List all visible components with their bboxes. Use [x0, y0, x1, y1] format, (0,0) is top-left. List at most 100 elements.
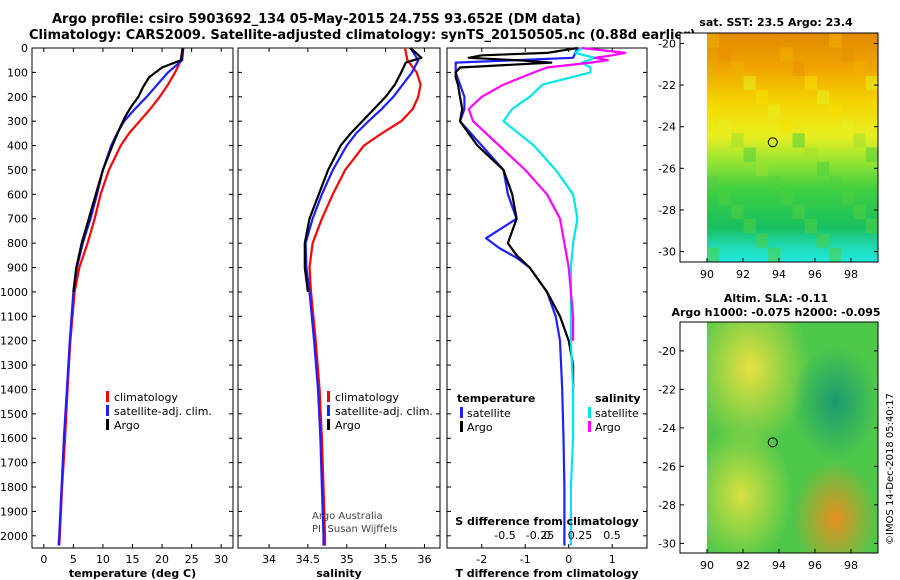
depth-tick-label: 1100	[0, 310, 28, 323]
sst-pixel	[829, 33, 842, 48]
depth-tick-label: 1300	[0, 359, 28, 372]
annotation-text: PI: Susan Wijffels	[312, 524, 397, 535]
x-tick-label: 0	[40, 553, 47, 566]
legend-label: satellite-adj. clim.	[114, 405, 212, 418]
x-axis-label-top: S difference from climatology	[455, 515, 639, 528]
map-x-tick-label: 94	[772, 268, 786, 281]
sst-pixel	[780, 190, 793, 205]
sst-pixel	[707, 176, 720, 191]
x-axis-label: temperature (deg C)	[69, 567, 196, 580]
title-line-1: Argo profile: csiro 5903692_134 05-May-2…	[52, 12, 581, 27]
legend-label: satellite	[595, 407, 639, 420]
legend-label: climatology	[114, 391, 178, 404]
map-y-tick-label: -22	[658, 383, 676, 396]
depth-tick-label: 1600	[0, 432, 28, 445]
x-tick-label: 35	[340, 553, 354, 566]
sst-pixel	[865, 147, 878, 162]
top-tick-label: 0.25	[568, 529, 593, 542]
map-x-tick-label: 94	[772, 559, 786, 572]
depth-tick-label: 900	[7, 262, 28, 275]
sst-pixel	[768, 247, 781, 262]
x-tick-label: 34	[262, 553, 276, 566]
sst-pixel	[743, 75, 756, 91]
x-axis-label: salinity	[316, 567, 362, 580]
series-line-satellite-adj-clim-	[304, 47, 420, 546]
map-y-tick-label: -22	[658, 79, 676, 92]
depth-tick-label: 100	[7, 66, 28, 79]
legend-label: satellite-adj. clim.	[335, 405, 433, 418]
sst-pixel	[816, 233, 830, 248]
map-x-tick-label: 90	[700, 268, 714, 281]
legend-swatch	[106, 391, 109, 402]
depth-tick-label: 1200	[0, 335, 28, 348]
legend-label: climatology	[335, 391, 399, 404]
depth-tick-label: 700	[7, 213, 28, 226]
sst-pixel	[768, 104, 781, 119]
legend-swatch	[327, 391, 330, 402]
sst-pixel	[865, 75, 878, 91]
sla-feature	[707, 322, 878, 553]
x-tick-label: 10	[96, 553, 110, 566]
map-y-tick-label: -20	[658, 37, 676, 50]
sst-pixel	[731, 204, 744, 220]
sst-pixel	[707, 104, 720, 119]
legend-swatch	[588, 421, 591, 432]
map-x-tick-label: 92	[736, 559, 750, 572]
series-line-salinity-argo	[467, 46, 627, 341]
series-line-argo	[72, 47, 184, 293]
legend-swatch	[327, 419, 330, 430]
legend-swatch	[327, 405, 330, 416]
depth-tick-label: 2000	[0, 530, 28, 543]
x-tick-label: 36	[417, 553, 431, 566]
plot-frame-differences	[446, 47, 648, 549]
map-x-tick-label: 98	[844, 268, 858, 281]
top-tick-label: 0	[544, 529, 551, 542]
depth-tick-label: 1700	[0, 457, 28, 470]
x-tick-label: 5	[70, 553, 77, 566]
sst-pixel	[780, 47, 793, 62]
series-line-climatology	[58, 47, 184, 546]
series-line-salinity-satellite	[502, 47, 596, 546]
map-x-tick-label: 96	[808, 559, 822, 572]
x-tick-label: 20	[155, 553, 169, 566]
depth-tick-label: 1500	[0, 408, 28, 421]
series-line-climatology	[308, 47, 422, 546]
sst-pixel	[707, 247, 720, 262]
map-x-tick-label: 92	[736, 268, 750, 281]
plot-frame-salinity	[237, 47, 441, 549]
x-tick-label: 25	[185, 553, 199, 566]
sst-pixel	[719, 190, 732, 205]
sst-pixel	[792, 204, 805, 220]
sst-pixel	[719, 47, 732, 62]
sst-pixel	[816, 90, 830, 105]
x-tick-label: 1	[609, 553, 616, 566]
x-tick-label: 15	[126, 553, 140, 566]
sst-pixel	[743, 219, 756, 234]
legend-label: Argo	[595, 421, 621, 434]
top-tick-label: 0.5	[603, 529, 621, 542]
x-tick-label: 34.5	[296, 553, 321, 566]
sst-pixel	[755, 90, 769, 105]
depth-tick-label: 1800	[0, 481, 28, 494]
sla-map-title-2: Argo h1000: -0.075 h2000: -0.095	[671, 306, 880, 319]
x-tick-label: 0	[565, 553, 572, 566]
map-y-tick-label: -24	[658, 422, 676, 435]
sst-pixel	[829, 176, 842, 191]
depth-tick-label: 800	[7, 237, 28, 250]
x-tick-label: -1	[520, 553, 531, 566]
sst-pixel	[853, 133, 866, 148]
sst-pixel	[829, 247, 842, 262]
series-line-argo	[303, 47, 423, 293]
sst-pixel	[768, 33, 781, 48]
depth-tick-label: 1900	[0, 505, 28, 518]
legend-title-salinity: salinity	[595, 392, 641, 405]
x-tick-label: 35.5	[373, 553, 398, 566]
sst-pixel	[792, 61, 805, 76]
sst-pixel	[829, 104, 842, 119]
map-x-tick-label: 98	[844, 559, 858, 572]
sst-pixel	[780, 118, 793, 134]
depth-tick-label: 1400	[0, 383, 28, 396]
legend-label: satellite	[467, 407, 511, 420]
x-tick-label: -2	[476, 553, 487, 566]
sst-pixel	[804, 147, 817, 162]
